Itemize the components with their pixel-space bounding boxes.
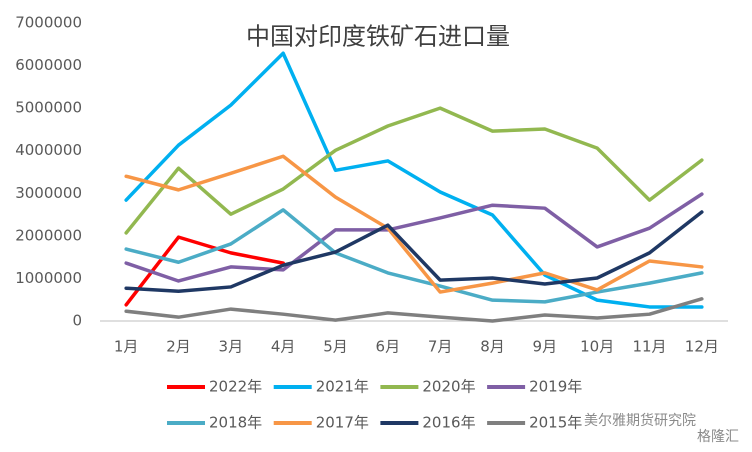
series-line <box>124 297 704 323</box>
y-tick-label: 1000000 <box>15 269 82 287</box>
x-tick-label: 8月 <box>480 338 505 356</box>
watermark: 格隆汇 <box>697 429 739 445</box>
legend-label: 2016年 <box>422 414 475 432</box>
series-line <box>124 51 704 309</box>
x-tick-label: 3月 <box>219 338 244 356</box>
series-line <box>124 192 704 283</box>
y-tick-label: 4000000 <box>15 141 82 159</box>
x-tick-label: 4月 <box>271 338 296 356</box>
chart-title: 中国对印度铁矿石进口量 <box>246 23 510 51</box>
legend-label: 2022年 <box>209 378 262 396</box>
x-tick-label: 5月 <box>323 338 348 356</box>
legend-label: 2018年 <box>209 414 262 432</box>
series-line <box>124 106 704 235</box>
legend-label: 2017年 <box>316 414 369 432</box>
legend-label: 2019年 <box>529 378 582 396</box>
x-tick-label: 7月 <box>428 338 453 356</box>
legend-label: 2021年 <box>316 378 369 396</box>
x-tick-label: 10月 <box>580 338 614 356</box>
legend-label: 2020年 <box>422 378 475 396</box>
x-tick-label: 12月 <box>685 338 719 356</box>
series-line <box>124 154 704 294</box>
series-line <box>124 210 704 293</box>
y-tick-label: 2000000 <box>15 226 82 244</box>
series-line <box>124 208 704 304</box>
x-tick-label: 1月 <box>114 338 139 356</box>
y-tick-label: 6000000 <box>15 56 82 74</box>
x-tick-label: 6月 <box>376 338 401 356</box>
x-tick-label: 11月 <box>632 338 666 356</box>
y-tick-label: 3000000 <box>15 184 82 202</box>
y-tick-label: 5000000 <box>15 99 82 117</box>
x-tick-label: 9月 <box>533 338 558 356</box>
y-tick-label: 0 <box>72 312 82 330</box>
y-tick-label: 7000000 <box>15 14 82 32</box>
x-tick-label: 2月 <box>166 338 191 356</box>
legend-label: 2015年 <box>529 414 582 432</box>
watermark: 美尔雅期货研究院 <box>584 412 696 429</box>
